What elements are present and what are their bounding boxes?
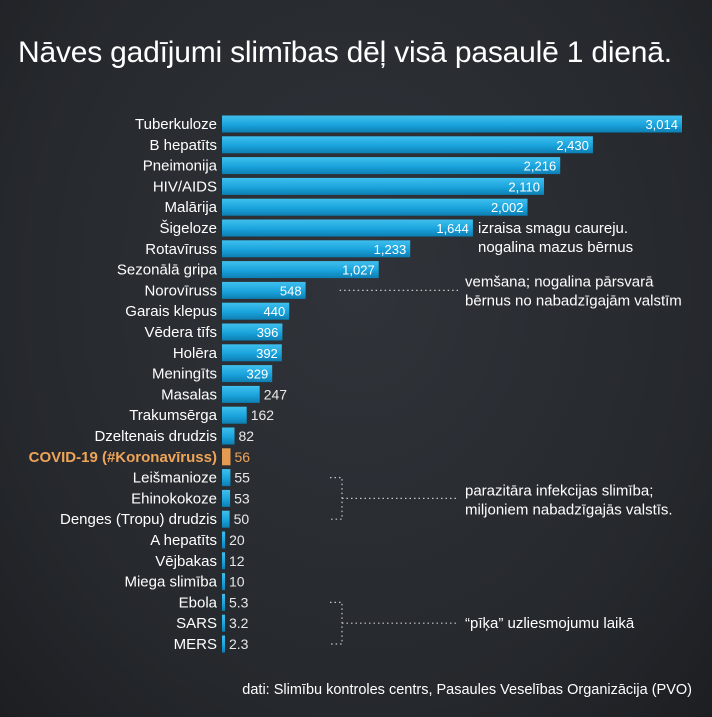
category-label-12: Meningīts: [152, 366, 217, 383]
bar-3: [222, 177, 544, 195]
category-label-22: Miega slimība: [124, 574, 217, 591]
category-label-19: Denges (Tropu) drudzis: [60, 511, 217, 528]
annotation-3-line-0: “pīķa” uzliesmojumu laikā: [465, 615, 635, 632]
bar-11: [222, 344, 282, 362]
category-label-18: Ehinokokoze: [131, 490, 217, 507]
annotation-1-line-1: bērnus no nabadzīgajām valstīm: [465, 292, 682, 309]
bar-17: [222, 469, 231, 487]
category-label-13: Masalas: [161, 386, 217, 403]
category-label-15: Dzeltenais drudzis: [94, 428, 217, 445]
bar-24: [222, 614, 225, 632]
annotation-2-line-0: parazitāra infekcijas slimība;: [465, 482, 653, 499]
value-label-14: 162: [251, 407, 275, 423]
annotation-0-line-1: nogalina mazus bērnus: [478, 239, 633, 256]
value-label-25: 2.3: [229, 636, 249, 652]
value-label-1: 2,430: [556, 138, 589, 153]
annotation-0-line-0: izraisa smagu caureju.: [478, 220, 628, 237]
category-label-7: Sezonālā gripa: [117, 262, 218, 279]
bar-23: [222, 593, 225, 611]
category-label-9: Garais klepus: [125, 303, 217, 320]
bar-16: [222, 448, 231, 466]
category-label-4: Malārija: [164, 199, 217, 216]
category-label-6: Rotavīruss: [145, 241, 217, 258]
value-label-3: 2,110: [508, 179, 540, 194]
value-label-24: 3.2: [229, 615, 249, 631]
category-label-10: Vēdera tīfs: [144, 324, 217, 341]
value-label-13: 247: [264, 386, 288, 402]
annotation-bracket-3: [330, 601, 458, 645]
bar-12: [222, 365, 273, 383]
bar-9: [222, 302, 290, 320]
category-label-24: SARS: [176, 615, 217, 632]
bar-15: [222, 427, 235, 445]
value-label-2: 2,216: [524, 159, 557, 174]
category-label-0: Tuberkuloze: [135, 116, 217, 133]
category-label-2: Pneimonija: [143, 158, 218, 175]
bar-8: [222, 281, 306, 299]
value-label-0: 3,014: [645, 117, 678, 132]
value-label-16: 56: [235, 449, 251, 465]
bar-22: [222, 573, 225, 591]
bar-21: [222, 552, 225, 570]
value-label-4: 2,002: [491, 200, 524, 215]
category-label-8: Norovīruss: [144, 282, 217, 299]
value-label-5: 1,644: [436, 221, 469, 236]
value-label-11: 392: [256, 346, 278, 361]
bar-10: [222, 323, 283, 341]
category-label-25: MERS: [174, 636, 217, 653]
annotation-1-line-0: vemšana; nogalina pārsvarā: [465, 273, 654, 290]
bar-0: [222, 115, 682, 133]
value-label-8: 548: [280, 283, 302, 298]
value-label-15: 82: [239, 428, 255, 444]
value-label-19: 50: [234, 511, 250, 527]
value-label-9: 440: [263, 304, 285, 319]
value-label-12: 329: [246, 367, 268, 382]
category-label-21: Vējbakas: [155, 553, 217, 570]
bar-18: [222, 489, 231, 507]
bar-2: [222, 157, 561, 175]
annotation-2-line-1: miljoniem nabadzīgajās valstīs.: [465, 501, 673, 518]
category-label-17: Leišmanioze: [133, 470, 217, 487]
category-label-1: B hepatīts: [149, 137, 217, 154]
bar-6: [222, 240, 411, 258]
bar-1: [222, 136, 593, 154]
category-label-16: COVID-19 (#Koronavīruss): [29, 449, 217, 466]
category-label-20: A hepatīts: [150, 532, 217, 549]
bar-7: [222, 261, 379, 279]
value-label-10: 396: [257, 325, 279, 340]
bar-25: [222, 635, 225, 653]
bar-4: [222, 198, 528, 216]
value-label-6: 1,233: [374, 242, 407, 257]
category-label-14: Trakumsērga: [129, 407, 217, 424]
chart-title: Nāves gadījumi slimības dēļ visā pasaulē…: [18, 36, 672, 69]
bar-19: [222, 510, 230, 528]
bar-14: [222, 406, 247, 424]
category-label-3: HIV/AIDS: [153, 178, 217, 195]
value-label-18: 53: [234, 490, 250, 506]
value-label-7: 1,027: [342, 263, 375, 278]
value-label-22: 10: [229, 574, 245, 590]
source-note: dati: Slimību kontroles centrs, Pasaules…: [242, 682, 692, 698]
bar-5: [222, 219, 473, 237]
category-label-23: Ebola: [179, 594, 218, 611]
category-label-5: Šigeloze: [159, 220, 217, 237]
bar-20: [222, 531, 226, 549]
value-label-21: 12: [229, 553, 245, 569]
value-label-17: 55: [234, 470, 250, 486]
value-label-23: 5.3: [229, 594, 249, 610]
annotation-bracket-2: [330, 477, 458, 520]
value-label-20: 20: [229, 532, 245, 548]
bar-13: [222, 385, 260, 403]
category-label-11: Holēra: [173, 345, 218, 362]
